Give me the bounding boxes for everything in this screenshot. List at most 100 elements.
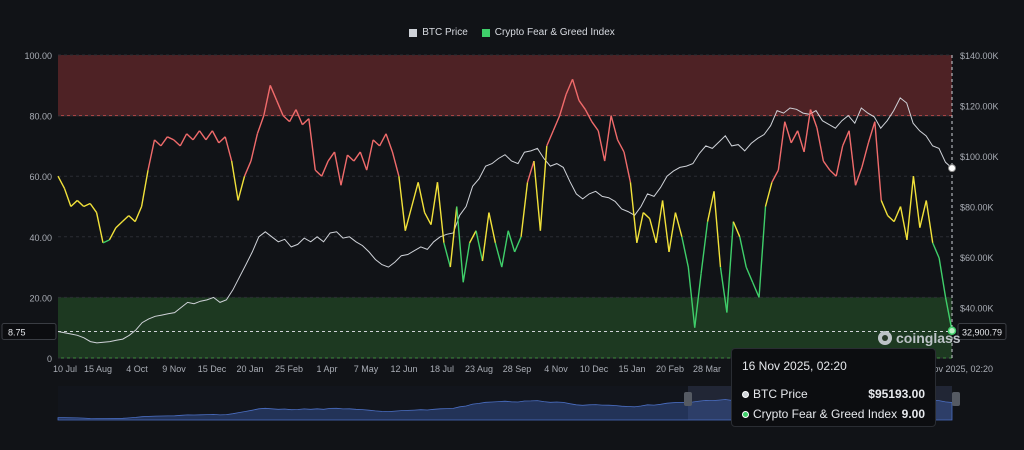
fng-segment: [147, 139, 156, 171]
navigator-handle-left: [684, 392, 692, 406]
btc-price-line: [57, 97, 953, 344]
legend-swatch-btc: [409, 28, 418, 37]
fng-segment: [507, 230, 516, 253]
fng-segment: [610, 115, 619, 141]
tooltip-dot-btc: [742, 390, 749, 398]
fng-segment: [668, 212, 677, 253]
fng-segment: [359, 151, 368, 171]
fng-segment: [423, 212, 432, 226]
fng-segment: [558, 94, 567, 116]
legend-item-fng[interactable]: Crypto Fear & Greed Index: [481, 27, 615, 38]
right-tick-label: $140.00K: [960, 51, 999, 61]
fng-segment: [366, 139, 374, 171]
fng-segment: [301, 118, 310, 126]
fng-segment: [867, 121, 876, 144]
fng-segment: [269, 85, 278, 101]
fng-segment: [687, 267, 696, 328]
fng-segment: [160, 136, 168, 147]
fng-segment: [603, 115, 612, 162]
tooltip-label-btc: BTC Price: [753, 387, 808, 401]
fng-segment: [751, 281, 760, 298]
fng-segment: [314, 169, 323, 177]
fng-segment: [340, 154, 349, 186]
left-tick-label: 40.00: [29, 233, 52, 243]
fng-segment: [732, 221, 741, 238]
fng-segment: [938, 257, 947, 298]
x-tick-label: 4 Nov: [544, 364, 568, 374]
fng-segment: [919, 200, 927, 228]
fng-segment: [520, 182, 529, 237]
fng-segment: [128, 215, 136, 223]
fng-segment: [436, 182, 445, 243]
coinglass-logo-icon: [878, 331, 892, 345]
tooltip-date: 16 Nov 2025, 02:20: [742, 359, 847, 373]
fng-segment: [719, 267, 728, 313]
fng-segment: [745, 266, 754, 283]
crosshair-left-badge: [1, 322, 57, 340]
fng-segment: [398, 176, 407, 231]
fng-segment: [198, 130, 207, 141]
fng-segment: [854, 166, 863, 186]
fng-segment: [874, 121, 882, 201]
fng-segment: [192, 130, 201, 141]
x-tick-label: 4 Oct: [126, 364, 148, 374]
fng-segment: [95, 212, 104, 244]
fng-segment: [584, 109, 593, 122]
fng-segment: [790, 130, 799, 144]
fng-segment: [571, 79, 580, 101]
fng-segment: [591, 121, 599, 132]
fng-segment: [649, 218, 657, 244]
fng-segment: [533, 160, 542, 231]
fng-segment: [462, 242, 471, 283]
fng-segment: [282, 115, 291, 123]
fng-segment: [481, 212, 490, 262]
legend-label-btc: BTC Price: [422, 27, 468, 38]
fng-segment: [121, 215, 130, 223]
fng-segment: [346, 154, 355, 162]
x-tick-label: 18 Jul: [430, 364, 454, 374]
fng-segment: [932, 242, 940, 259]
x-tick-label: 9 Nov: [162, 364, 186, 374]
fng-segment: [681, 236, 689, 268]
fng-segment: [333, 151, 342, 186]
fng-segment: [861, 142, 870, 168]
x-tick-label: 20 Jan: [236, 364, 263, 374]
fng-segment: [134, 206, 143, 222]
fng-segment: [76, 199, 85, 208]
fng-segment: [546, 130, 554, 147]
x-tick-label: 1 Apr: [316, 364, 337, 374]
fng-segment: [706, 191, 715, 222]
fng-segment: [449, 206, 458, 268]
fng-segment: [925, 200, 934, 243]
tooltip-value-btc: $95193.00: [868, 387, 925, 401]
fng-segment: [70, 199, 78, 208]
fng-segment: [893, 206, 902, 222]
tooltip-label-fng: Crypto Fear & Greed Index: [753, 407, 898, 421]
fng-segment: [256, 115, 265, 135]
left-tick-label: 20.00: [29, 293, 52, 303]
legend-item-btc[interactable]: BTC Price: [409, 27, 468, 38]
fng-segment: [501, 230, 509, 268]
tooltip-row-btc: BTC Price $95193.00: [742, 387, 925, 401]
x-tick-label: 28 Sep: [503, 364, 532, 374]
right-tick-label: $100.00K: [960, 152, 999, 162]
fng-segment: [89, 203, 98, 213]
fng-segment: [378, 133, 387, 147]
fng-segment: [784, 121, 792, 144]
fng-segment: [655, 200, 664, 243]
legend-label-fng: Crypto Fear & Greed Index: [494, 27, 615, 38]
x-tick-label: Nov 2025, 02:20: [927, 364, 993, 374]
fng-segment: [623, 151, 632, 183]
fng-segment: [713, 191, 722, 268]
fng-segment: [526, 160, 535, 183]
btc-end-marker: [948, 164, 956, 173]
fng-segment: [803, 109, 812, 153]
fng-segment: [83, 202, 91, 208]
fng-segment: [899, 206, 908, 240]
fng-segment: [758, 206, 767, 298]
fng-segment: [411, 182, 419, 207]
fng-segment: [218, 136, 226, 144]
fng-segment: [880, 200, 889, 216]
fng-segment: [288, 109, 297, 122]
